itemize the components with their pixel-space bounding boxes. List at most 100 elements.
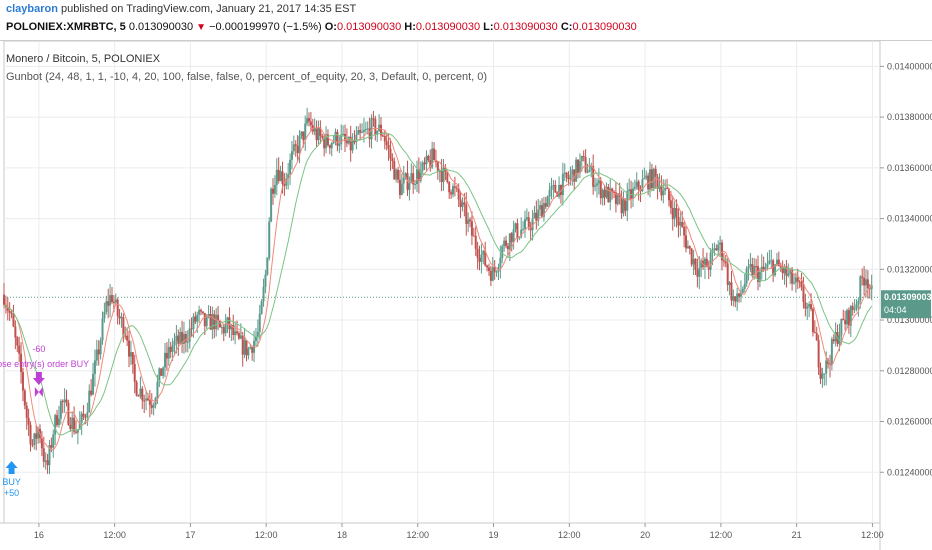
candle-body xyxy=(338,143,341,146)
candle-body xyxy=(279,171,282,181)
candle-body xyxy=(660,185,663,196)
candle-body xyxy=(179,331,182,344)
candle-body xyxy=(567,177,570,180)
candle-body xyxy=(647,175,650,190)
author-link[interactable]: claybaron xyxy=(6,3,58,15)
candle-body xyxy=(762,266,765,270)
candle-body xyxy=(357,130,360,135)
candle-body xyxy=(304,123,307,141)
candle-body xyxy=(493,267,496,272)
candle-body xyxy=(650,169,653,189)
candle-body xyxy=(470,221,473,236)
candle-body xyxy=(57,418,60,426)
candle-body xyxy=(715,248,718,251)
candle-body xyxy=(751,264,754,275)
candle-body xyxy=(438,170,441,172)
candle-body xyxy=(150,404,153,408)
candle-body xyxy=(652,168,655,189)
candle-body xyxy=(459,199,462,207)
candle-body xyxy=(609,188,612,203)
candle-body xyxy=(251,347,254,353)
candle-body xyxy=(810,304,813,309)
close-value: 0.013090030 xyxy=(572,21,637,33)
candle-body xyxy=(50,445,53,448)
candle-body xyxy=(171,345,174,352)
candle-body xyxy=(397,169,400,180)
candle-body xyxy=(554,184,557,193)
candle-body xyxy=(785,266,788,276)
candle-body xyxy=(546,196,549,207)
candle-body xyxy=(353,140,356,143)
candle-body xyxy=(334,131,337,142)
candle-body xyxy=(641,179,644,192)
close-order-label: Close entry(s) order BUY xyxy=(0,359,89,369)
candle-body xyxy=(93,360,96,374)
candle-body xyxy=(203,313,206,327)
candle-body xyxy=(249,347,252,349)
candle-body xyxy=(832,339,835,342)
candle-body xyxy=(440,170,443,183)
y-tick-label: 0.013600000 xyxy=(887,163,932,173)
candle-body xyxy=(404,173,407,178)
candle-body xyxy=(804,302,807,309)
candle-body xyxy=(158,368,161,382)
candle-body xyxy=(429,160,432,168)
candle-body xyxy=(340,134,343,144)
x-tick-label: 21 xyxy=(792,530,802,540)
candle-body xyxy=(118,316,121,319)
candle-body xyxy=(133,364,136,382)
candle-body xyxy=(563,172,566,174)
candle-body xyxy=(156,381,159,398)
candle-body xyxy=(768,260,771,264)
candle-body xyxy=(487,267,490,271)
candle-body xyxy=(63,399,66,402)
candle-body xyxy=(402,177,405,184)
candle-body xyxy=(503,240,506,247)
candle-body xyxy=(586,172,589,174)
candle-body xyxy=(734,296,737,302)
candle-body xyxy=(736,293,739,302)
candle-body xyxy=(861,276,864,278)
candle-body xyxy=(533,212,536,219)
candle-body xyxy=(241,335,244,355)
last-price-tag xyxy=(881,290,931,319)
candle-body xyxy=(8,310,11,313)
x-tick-label: 17 xyxy=(185,530,195,540)
candle-body xyxy=(237,333,240,339)
candle-body xyxy=(527,217,530,227)
candle-body xyxy=(326,134,329,146)
candle-body xyxy=(859,276,862,301)
price-chart[interactable]: 0.014000000 0.013800000 0.013600000 0.01340… xyxy=(0,41,932,550)
candle-body xyxy=(182,333,185,344)
candle-body xyxy=(595,183,598,186)
candle-body xyxy=(654,168,657,177)
high-value: 0.013090030 xyxy=(415,21,481,33)
candle-body xyxy=(582,156,585,158)
candle-body xyxy=(796,277,799,282)
candle-body xyxy=(575,159,578,182)
buy-arrow-icon xyxy=(5,461,18,474)
candle-body xyxy=(86,412,89,418)
candle-body xyxy=(309,121,312,126)
close-pnl-label: -60 xyxy=(32,344,45,354)
candle-body xyxy=(631,188,634,199)
candle-body xyxy=(143,400,146,402)
candle-body xyxy=(389,148,392,159)
candle-body xyxy=(802,287,805,303)
candle-body xyxy=(25,405,28,418)
candle-body xyxy=(205,316,208,327)
candle-body xyxy=(700,260,703,268)
last-price: 0.013090030 xyxy=(128,21,194,33)
candle-body xyxy=(849,306,852,326)
candle-body xyxy=(374,118,377,135)
candle-body xyxy=(433,148,436,161)
candle-body xyxy=(33,433,36,445)
candle-body xyxy=(308,118,311,122)
candle-body xyxy=(362,130,365,132)
candle-body xyxy=(550,186,553,190)
candle-body xyxy=(207,314,210,317)
candle-body xyxy=(707,266,710,270)
candle-body xyxy=(71,417,74,429)
y-tick-label: 0.013400000 xyxy=(887,214,932,224)
candle-body xyxy=(256,331,259,337)
